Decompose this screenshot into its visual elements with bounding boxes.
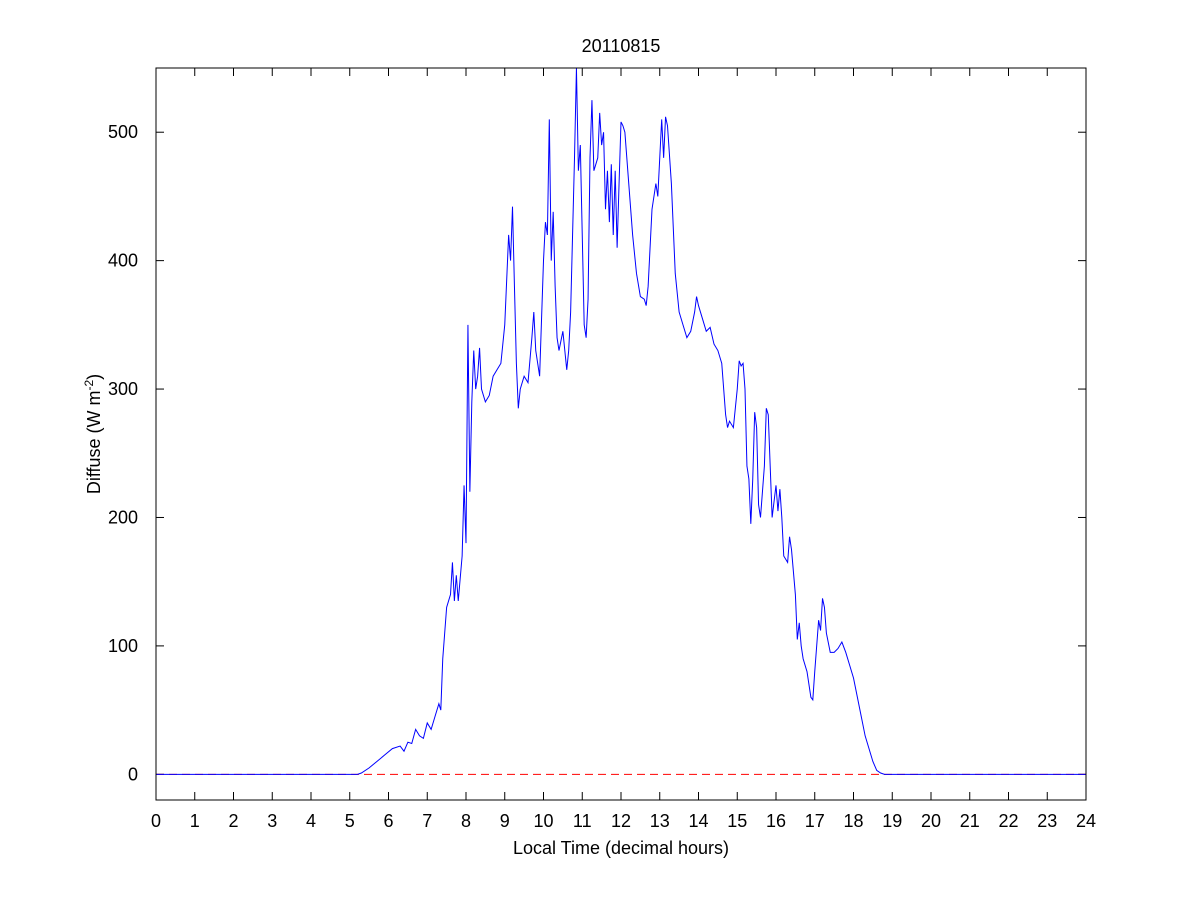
y-label-text: Diffuse (W m <box>84 390 104 494</box>
x-tick-label: 18 <box>843 811 863 831</box>
y-tick-label: 200 <box>108 507 138 527</box>
data-line <box>156 67 1086 775</box>
x-tick-label: 5 <box>345 811 355 831</box>
x-tick-label: 10 <box>533 811 553 831</box>
x-tick-label: 6 <box>383 811 393 831</box>
x-tick-label: 16 <box>766 811 786 831</box>
y-axis-label: Diffuse (W m-2) <box>82 374 104 494</box>
x-tick-label: 8 <box>461 811 471 831</box>
x-tick-label: 17 <box>805 811 825 831</box>
x-tick-label: 14 <box>688 811 708 831</box>
x-tick-label: 20 <box>921 811 941 831</box>
x-tick-label: 3 <box>267 811 277 831</box>
y-label-sup: -2 <box>82 379 96 390</box>
y-label-suffix: ) <box>84 374 104 380</box>
x-tick-label: 21 <box>960 811 980 831</box>
x-tick-label: 24 <box>1076 811 1096 831</box>
y-tick-label: 400 <box>108 251 138 271</box>
x-tick-label: 0 <box>151 811 161 831</box>
x-tick-label: 12 <box>611 811 631 831</box>
x-tick-label: 2 <box>228 811 238 831</box>
plot-frame <box>155 67 1087 801</box>
y-tick-label: 300 <box>108 379 138 399</box>
y-tick-label: 100 <box>108 636 138 656</box>
x-axis-label: Local Time (decimal hours) <box>513 838 729 858</box>
x-tick-label: 13 <box>650 811 670 831</box>
y-tick-label: 0 <box>128 764 138 784</box>
chart-title: 20110815 <box>582 36 661 56</box>
x-tick-label: 7 <box>422 811 432 831</box>
x-tick-label: 11 <box>573 811 592 831</box>
x-tick-label: 23 <box>1037 811 1057 831</box>
x-tick-label: 1 <box>190 811 200 831</box>
x-tick-label: 4 <box>306 811 316 831</box>
y-tick-label: 500 <box>108 122 138 142</box>
x-tick-label: 22 <box>998 811 1018 831</box>
x-tick-label: 19 <box>882 811 902 831</box>
x-tick-label: 9 <box>500 811 510 831</box>
x-tick-label: 15 <box>727 811 747 831</box>
